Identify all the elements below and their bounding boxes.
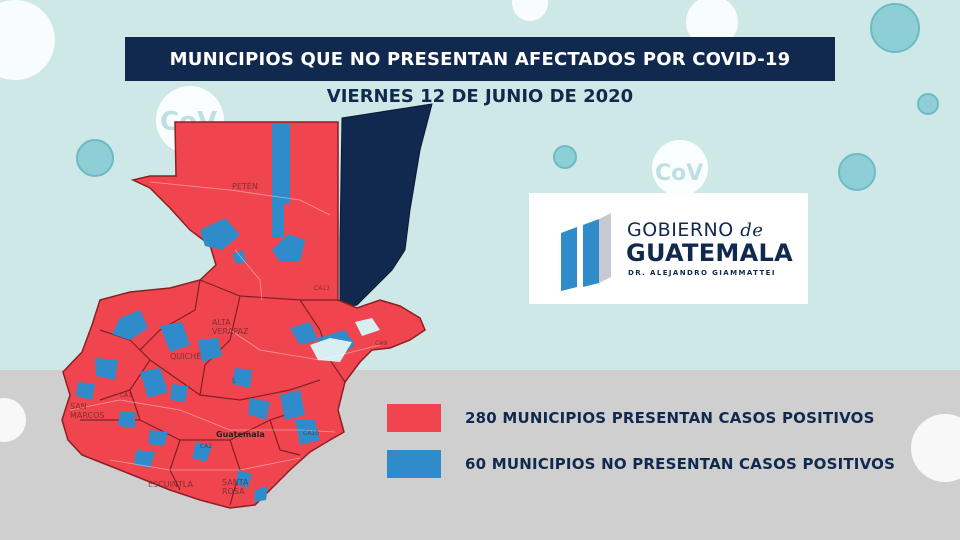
logo-line3: DR. ALEJANDRO GIAMMATTEI	[628, 269, 776, 277]
label-peten: PETÉN	[232, 182, 258, 191]
label-quiche: QUICHÉ	[170, 352, 202, 361]
logo-line2: GUATEMALA	[626, 239, 793, 267]
legend-swatch-positive	[387, 404, 441, 432]
legend-swatch-negative	[387, 450, 441, 478]
label-ca1: CA1	[120, 392, 133, 399]
label-guatemala-city: Guatemala	[216, 430, 265, 439]
disputed-territory	[339, 103, 433, 308]
label-ca2: CA2	[200, 443, 213, 450]
government-logo: GOBIERNO de GUATEMALA DR. ALEJANDRO GIAM…	[529, 193, 808, 304]
logo-line1: GOBIERNO de	[627, 219, 764, 241]
legend-positive: 280 MUNICIPIOS PRESENTAN CASOS POSITIVOS	[387, 404, 875, 432]
legend-label-positive: 280 MUNICIPIOS PRESENTAN CASOS POSITIVOS	[465, 409, 875, 427]
label-san-marcos: SAN MARCOS	[70, 402, 105, 420]
label-escuintla: ESCUINTLA	[148, 480, 193, 489]
disputed-note: Diferendo territorial, insular y marítim…	[351, 176, 399, 233]
date-subtitle: VIERNES 12 DE JUNIO DE 2020	[326, 86, 634, 107]
label-ca9: CA9	[375, 340, 388, 347]
title-banner: MUNICIPIOS QUE NO PRESENTAN AFECTADOS PO…	[125, 37, 835, 81]
country-shape	[61, 121, 426, 509]
svg-text:CoV: CoV	[655, 161, 703, 186]
label-alta-verapaz: ALTA VERAPAZ	[212, 318, 249, 336]
label-route-5: 5	[232, 378, 236, 385]
legend-negative: 60 MUNICIPIOS NO PRESENTAN CASOS POSITIV…	[387, 450, 895, 478]
logo-mark-icon	[561, 213, 611, 291]
label-santa-rosa: SANTA ROSA	[222, 478, 249, 496]
label-ca10: CA10	[303, 430, 319, 437]
page-title: MUNICIPIOS QUE NO PRESENTAN AFECTADOS PO…	[169, 48, 791, 70]
label-ca13: CA13	[314, 285, 330, 292]
legend-label-negative: 60 MUNICIPIOS NO PRESENTAN CASOS POSITIV…	[465, 455, 896, 473]
